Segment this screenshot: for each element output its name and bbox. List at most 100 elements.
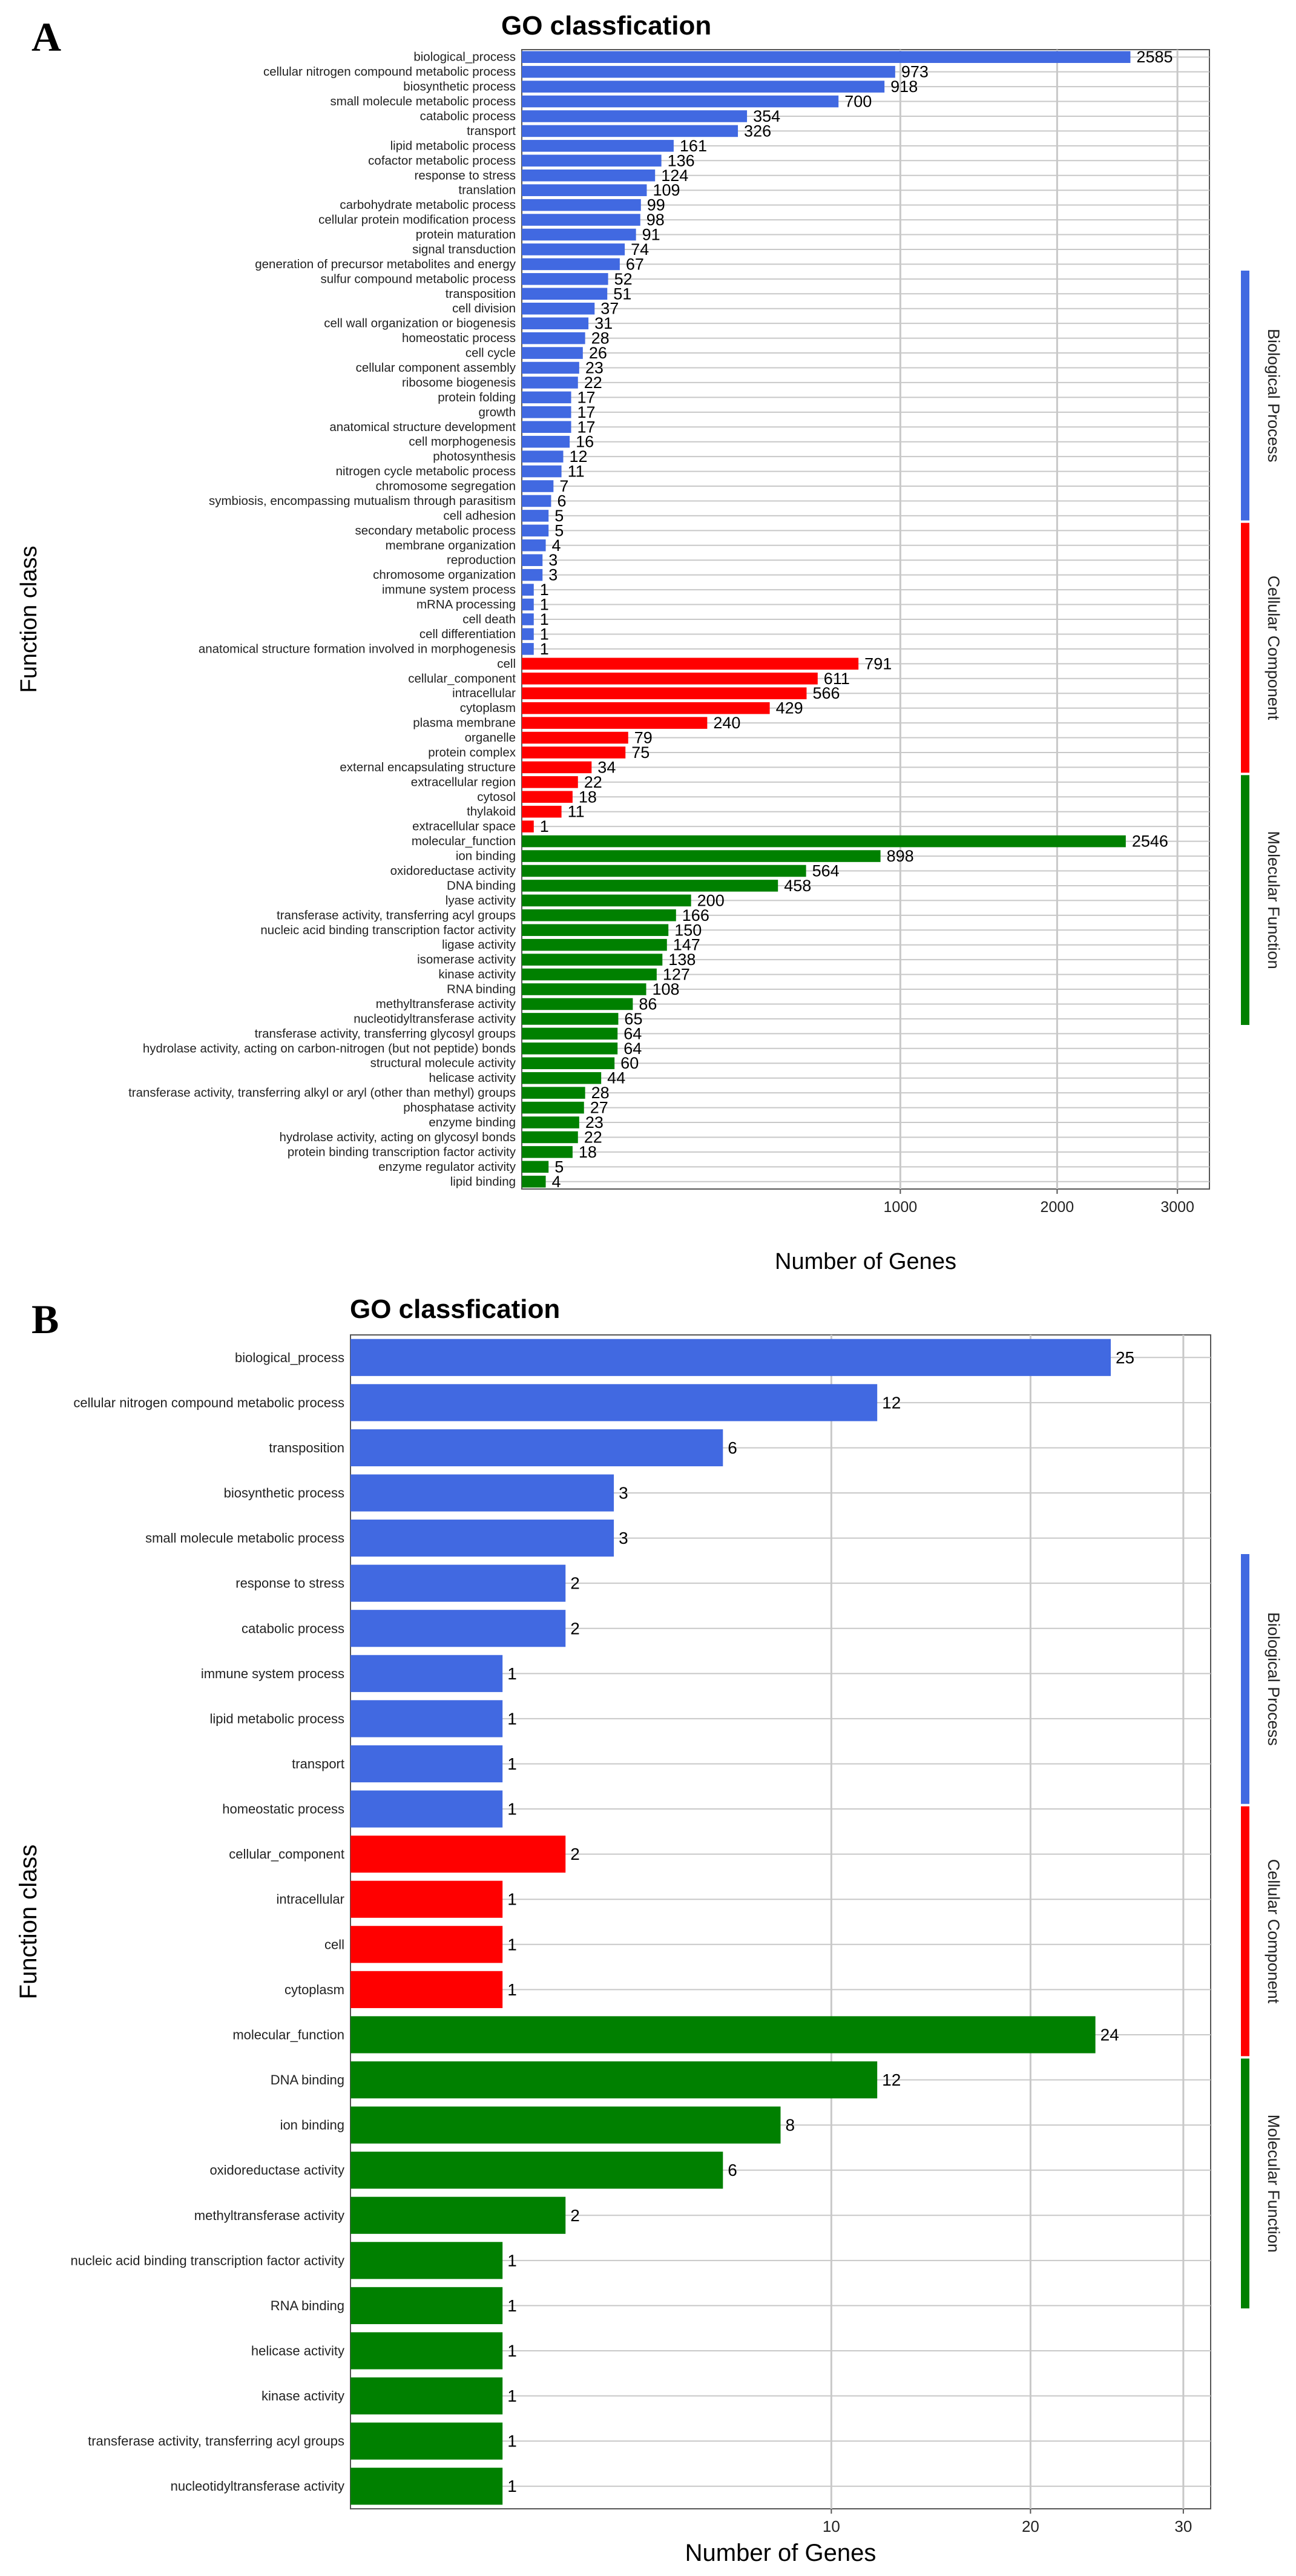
panel-b-y-axis-title: Function class (15, 1845, 42, 2000)
panel-b-category-label-dna-binding: DNA binding (271, 2072, 344, 2087)
panel-a-bar-photosynthesis (522, 450, 564, 463)
panel-b-group-label-biological-process: Biological Process (1265, 1612, 1283, 1746)
panel-a-group-strip-cellular-component (1241, 522, 1249, 773)
panel-a-bar-cofactor-metabolic-process (522, 154, 662, 167)
panel-a-bar-cellular-component-assembly (522, 361, 579, 374)
panel-b-value-label-oxidoreductase-activity: 6 (728, 2161, 737, 2179)
panel-b-value-label-immune-system-process: 1 (507, 1664, 517, 1683)
panel-a-bar-protein-folding (522, 391, 571, 404)
panel-a-bar-membrane-organization (522, 539, 546, 552)
panel-a-value-label-structural-molecule-activity: 60 (620, 1054, 639, 1072)
panel-a-bar-lipid-metabolic-process (522, 140, 674, 152)
panel-b-bar-immune-system-process (350, 1655, 503, 1692)
panel-a-bar-homeostatic-process (522, 332, 585, 344)
panel-a-category-label-cell-wall-organization-or-biogenesis: cell wall organization or biogenesis (324, 317, 516, 331)
panel-b-category-label-nucleic-acid-binding-transcription-factor-activity: nucleic acid binding transcription facto… (71, 2253, 344, 2268)
panel-b-category-label-methyltransferase-activity: methyltransferase activity (194, 2208, 344, 2223)
panel-a-bar-secondary-metabolic-process (522, 524, 549, 537)
panel-a-x-tick-label: 2000 (1041, 1199, 1074, 1216)
panel-b-value-label-nucleotidyltransferase-activity: 1 (507, 2477, 517, 2495)
panel-a-bar-chromosome-segregation (522, 480, 554, 492)
panel-a-bar-phosphatase-activity (522, 1101, 584, 1114)
panel-b-title: GO classfication (350, 1294, 561, 1324)
panel-a-category-label-cellular-nitrogen-compound-metabolic-process: cellular nitrogen compound metabolic pro… (263, 65, 516, 79)
panel-b-bar-kinase-activity (350, 2377, 503, 2415)
panel-a-value-label-cellular-component: 611 (824, 670, 850, 688)
panel-a-value-label-dna-binding: 458 (784, 877, 811, 895)
panel-a-bar-thylakoid (522, 805, 562, 818)
panel-b-value-label-biological-process: 25 (1116, 1348, 1134, 1367)
panel-b-value-label-catabolic-process: 2 (570, 1619, 580, 1638)
panel-a-bar-carbohydrate-metabolic-process (522, 199, 641, 211)
panel-b-category-label-ion-binding: ion binding (280, 2118, 344, 2133)
panel-a-group-label-biological-process: Biological Process (1265, 329, 1283, 463)
panel-a-bar-ribosome-biogenesis (522, 377, 578, 389)
panel-a-value-label-cellular-protein-modification-process: 98 (646, 211, 665, 229)
panel-a-value-label-signal-transduction: 74 (631, 240, 649, 259)
panel-a-category-label-organelle: organelle (465, 731, 516, 745)
panel-a-category-label-nucleotidyltransferase-activity: nucleotidyltransferase activity (354, 1012, 516, 1026)
panel-b-category-label-homeostatic-process: homeostatic process (222, 1802, 344, 1817)
panel-a-bar-lipid-binding (522, 1176, 546, 1188)
panel-a-category-label-response-to-stress: response to stress (415, 168, 516, 182)
panel-a-value-label-symbiosis-encompassing-mutualism-through-parasitism: 6 (557, 492, 566, 510)
panel-a-bar-intracellular (522, 687, 807, 699)
panel-a-value-label-molecular-function: 2546 (1132, 832, 1168, 851)
panel-a-value-label-transport: 326 (744, 122, 771, 140)
panel-a-value-label-cofactor-metabolic-process: 136 (668, 151, 695, 170)
panel-a-category-label-cellular-protein-modification-process: cellular protein modification process (318, 213, 516, 227)
panel-a-bar-molecular-function (522, 835, 1126, 848)
panel-a-category-label-rna-binding: RNA binding (447, 983, 516, 996)
panel-a-value-label-cellular-nitrogen-compound-metabolic-process: 973 (901, 63, 929, 81)
panel-b-bar-transposition (350, 1429, 723, 1467)
panel-a-value-label-response-to-stress: 124 (661, 166, 688, 185)
panel-b-category-label-catabolic-process: catabolic process (242, 1621, 344, 1636)
panel-b-bar-helicase-activity (350, 2332, 503, 2370)
panel-a-value-label-extracellular-region: 22 (584, 773, 602, 791)
panel-b-bar-nucleic-acid-binding-transcription-factor-activity (350, 2242, 503, 2279)
panel-a-category-label-cell-morphogenesis: cell morphogenesis (409, 435, 516, 449)
panel-a-bar-nucleic-acid-binding-transcription-factor-activity (522, 924, 669, 937)
panel-b-category-label-transposition: transposition (269, 1440, 344, 1455)
panel-a-category-label-carbohydrate-metabolic-process: carbohydrate metabolic process (340, 198, 516, 212)
panel-a-bar-symbiosis-encompassing-mutualism-through-parasitism (522, 495, 551, 507)
panel-a-value-label-protein-maturation: 91 (642, 226, 660, 244)
panel-a-bar-transferase-activity-transferring-acyl-groups (522, 909, 676, 921)
panel-a-bar-biological-process (522, 51, 1131, 63)
panel-a-value-label-protein-folding: 17 (577, 388, 596, 406)
panel-a-category-label-structural-molecule-activity: structural molecule activity (370, 1056, 516, 1070)
panel-a-group-label-molecular-function: Molecular Function (1265, 831, 1283, 969)
panel-a-category-label-mrna-processing: mRNA processing (416, 598, 516, 611)
panel-a-bar-cell-wall-organization-or-biogenesis (522, 317, 589, 329)
panel-a-bar-transposition (522, 288, 608, 300)
panel-b-bar-biosynthetic-process (350, 1474, 614, 1512)
panel-a-category-label-chromosome-segregation: chromosome segregation (376, 479, 516, 493)
panel-b-value-label-nucleic-acid-binding-transcription-factor-activity: 1 (507, 2251, 517, 2270)
panel-a-value-label-nucleotidyltransferase-activity: 65 (624, 1010, 642, 1028)
panel-b-bar-ion-binding (350, 2106, 781, 2144)
panel-a-bar-small-molecule-metabolic-process (522, 95, 839, 108)
panel-a-category-label-cellular-component-assembly: cellular component assembly (356, 361, 516, 375)
panel-a-category-label-small-molecule-metabolic-process: small molecule metabolic process (331, 94, 516, 108)
panel-a-bar-growth (522, 406, 571, 418)
panel-b-bar-intracellular (350, 1880, 503, 1918)
panel-a-value-label-ion-binding: 898 (887, 847, 914, 865)
panel-a-category-label-hydrolase-activity-acting-on-carbon-nitrogen-but-not-peptide-bonds: hydrolase activity, acting on carbon-nit… (143, 1041, 516, 1055)
panel-a-category-label-immune-system-process: immune system process (382, 583, 516, 597)
panel-b-category-label-response-to-stress: response to stress (235, 1576, 344, 1591)
panel-a-category-label-anatomical-structure-development: anatomical structure development (329, 420, 516, 434)
panel-a-bar-chromosome-organization (522, 568, 543, 581)
panel-a-category-label-enzyme-regulator-activity: enzyme regulator activity (378, 1160, 516, 1174)
panel-a-group-label-cellular-component: Cellular Component (1265, 576, 1283, 720)
panel-a-category-label-ligase-activity: ligase activity (442, 938, 516, 952)
panel-a-value-label-nucleic-acid-binding-transcription-factor-activity: 150 (674, 921, 702, 939)
panel-a-value-label-transferase-activity-transferring-glycosyl-groups: 64 (623, 1024, 642, 1043)
panel-a-category-label-anatomical-structure-formation-involved-in-morphogenesis: anatomical structure formation involved … (199, 642, 516, 656)
panel-a-value-label-cell-adhesion: 5 (554, 507, 564, 525)
panel-a-category-label-thylakoid: thylakoid (467, 805, 516, 819)
panel-a-bar-protein-complex (522, 746, 626, 759)
panel-b-value-label-small-molecule-metabolic-process: 3 (619, 1529, 628, 1547)
panel-b-value-label-transposition: 6 (728, 1438, 737, 1457)
panel-a-value-label-cell: 791 (864, 654, 892, 673)
panel-a-category-label-biosynthetic-process: biosynthetic process (403, 80, 516, 94)
